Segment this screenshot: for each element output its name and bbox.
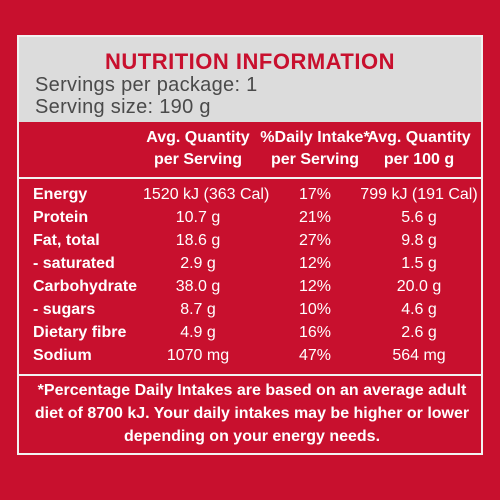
nutrient-label: Protein	[33, 209, 89, 226]
daily-intake-value: 10%	[298, 301, 332, 318]
daily-intake-value: 12%	[298, 278, 332, 295]
column-header-per-serving: Avg. Quantity per Serving	[143, 127, 253, 171]
nutrient-label: Fat, total	[33, 232, 100, 249]
nutrition-panel: NUTRITION INFORMATION Servings per packa…	[17, 35, 483, 455]
daily-intake-value: 47%	[298, 347, 332, 364]
nutrient-label: Energy	[33, 186, 88, 203]
per-100g-value: 4.6 g	[401, 301, 437, 318]
daily-intake-value: 21%	[298, 209, 332, 226]
per-100g-value: 799 kJ (191 Cal)	[360, 186, 478, 203]
nutrient-label: Dietary fibre	[33, 324, 127, 341]
per-serving-value: 10.7 g	[175, 209, 221, 226]
serving-size: Serving size: 190 g	[35, 96, 211, 118]
per-100g-value: 2.6 g	[401, 324, 437, 341]
per-serving-value: 18.6 g	[175, 232, 221, 249]
per-100g-value: 5.6 g	[401, 209, 437, 226]
column-header-line: per Serving	[270, 151, 360, 168]
per-100g-value: 20.0 g	[396, 278, 442, 295]
footnote: *Percentage Daily Intakes are based on a…	[34, 382, 470, 445]
table-row: Energy 1520 kJ (363 Cal) 17% 799 kJ (191…	[19, 184, 481, 207]
column-header-line: Avg. Quantity	[367, 129, 471, 146]
per-serving-value: 1520 kJ (363 Cal)	[143, 186, 270, 203]
per-100g-value: 564 mg	[392, 347, 446, 364]
column-header-daily-intake: %Daily Intake* per Serving	[255, 127, 375, 171]
table-row: Dietary fibre 4.9 g 16% 2.6 g	[19, 322, 481, 345]
column-header-line: Avg. Quantity	[146, 129, 250, 146]
table-row: - sugars 8.7 g 10% 4.6 g	[19, 299, 481, 322]
panel-title: NUTRITION INFORMATION	[105, 49, 395, 74]
daily-intake-value: 16%	[298, 324, 332, 341]
per-serving-value: 8.7 g	[180, 301, 216, 318]
column-header-line: per 100 g	[383, 151, 455, 168]
column-header-line: %Daily Intake*	[260, 129, 370, 146]
table-row: - saturated 2.9 g 12% 1.5 g	[19, 253, 481, 276]
table-row: Fat, total 18.6 g 27% 9.8 g	[19, 230, 481, 253]
daily-intake-value: 12%	[298, 255, 332, 272]
daily-intake-value: 17%	[298, 186, 332, 203]
nutrient-label: - saturated	[33, 255, 115, 272]
per-100g-value: 9.8 g	[401, 232, 437, 249]
footnote-divider	[19, 374, 481, 376]
column-header-line: per Serving	[153, 151, 243, 168]
table-row: Carbohydrate 38.0 g 12% 20.0 g	[19, 276, 481, 299]
header-divider	[19, 177, 481, 179]
nutrient-label: Carbohydrate	[33, 278, 138, 295]
nutrient-label: Sodium	[33, 347, 92, 364]
daily-intake-value: 27%	[298, 232, 332, 249]
per-100g-value: 1.5 g	[401, 255, 437, 272]
per-serving-value: 4.9 g	[180, 324, 216, 341]
servings-per-package: Servings per package: 1	[35, 74, 258, 96]
per-serving-value: 2.9 g	[180, 255, 216, 272]
per-serving-value: 1070 mg	[166, 347, 230, 364]
per-serving-value: 38.0 g	[175, 278, 221, 295]
table-row: Protein 10.7 g 21% 5.6 g	[19, 207, 481, 230]
table-row: Sodium 1070 mg 47% 564 mg	[19, 345, 481, 368]
nutrient-label: - sugars	[33, 301, 96, 318]
nutrient-table: Energy 1520 kJ (363 Cal) 17% 799 kJ (191…	[19, 184, 481, 368]
panel-header: NUTRITION INFORMATION Servings per packa…	[19, 37, 481, 122]
column-header-per-100g: Avg. Quantity per 100 g	[359, 127, 479, 171]
